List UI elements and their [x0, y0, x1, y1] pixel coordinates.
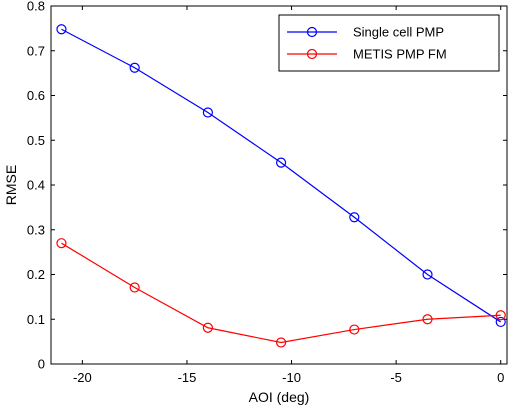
data-point	[129, 282, 140, 293]
y-tick-label: 0.3	[27, 222, 45, 237]
data-point	[129, 62, 140, 73]
data-point	[495, 316, 506, 328]
y-tick-label: 0.4	[27, 178, 45, 193]
data-point	[275, 337, 287, 348]
data-point	[56, 238, 67, 249]
series-line-1	[61, 242, 501, 344]
x-tick-label: -20	[73, 370, 92, 385]
y-tick-label: 0.5	[27, 133, 45, 148]
data-point	[422, 314, 433, 325]
data-point	[202, 322, 213, 333]
y-tick-label: 0.6	[27, 88, 45, 103]
y-tick-label: 0.7	[27, 43, 45, 58]
legend-box	[278, 14, 500, 72]
y-tick-label: 0	[38, 357, 45, 372]
y-axis-label: RMSE	[3, 165, 19, 205]
data-point	[422, 269, 433, 280]
x-axis-label: AOI (deg)	[249, 389, 310, 405]
legend: Single cell PMP METIS PMP FM	[278, 14, 500, 72]
legend-label-0: Single cell PMP	[353, 25, 444, 40]
data-point	[349, 324, 360, 335]
series-line-0	[61, 28, 502, 323]
y-tick-label: 0.8	[27, 0, 45, 14]
series-lines	[61, 28, 502, 344]
x-tick-label: -15	[178, 370, 197, 385]
x-tick-label: 0	[497, 370, 504, 385]
x-tick-label: -5	[390, 370, 402, 385]
data-point	[495, 310, 506, 321]
x-tick-label: -10	[282, 370, 301, 385]
legend-label-1: METIS PMP FM	[353, 47, 447, 62]
y-tick-label: 0.1	[27, 312, 45, 327]
series-markers	[56, 24, 506, 348]
x-axis-ticks: -20 -15 -10 -5 0	[73, 6, 504, 385]
data-point	[202, 107, 213, 118]
legend-marker-1	[306, 48, 318, 60]
y-tick-label: 0.2	[27, 267, 45, 282]
data-point	[275, 157, 287, 168]
data-point	[349, 212, 360, 223]
data-point	[56, 24, 67, 35]
legend-marker-0	[306, 26, 318, 38]
y-axis-ticks: 0 0.1 0.2 0.3 0.4 0.5 0.6 0.7 0.8	[27, 0, 507, 372]
